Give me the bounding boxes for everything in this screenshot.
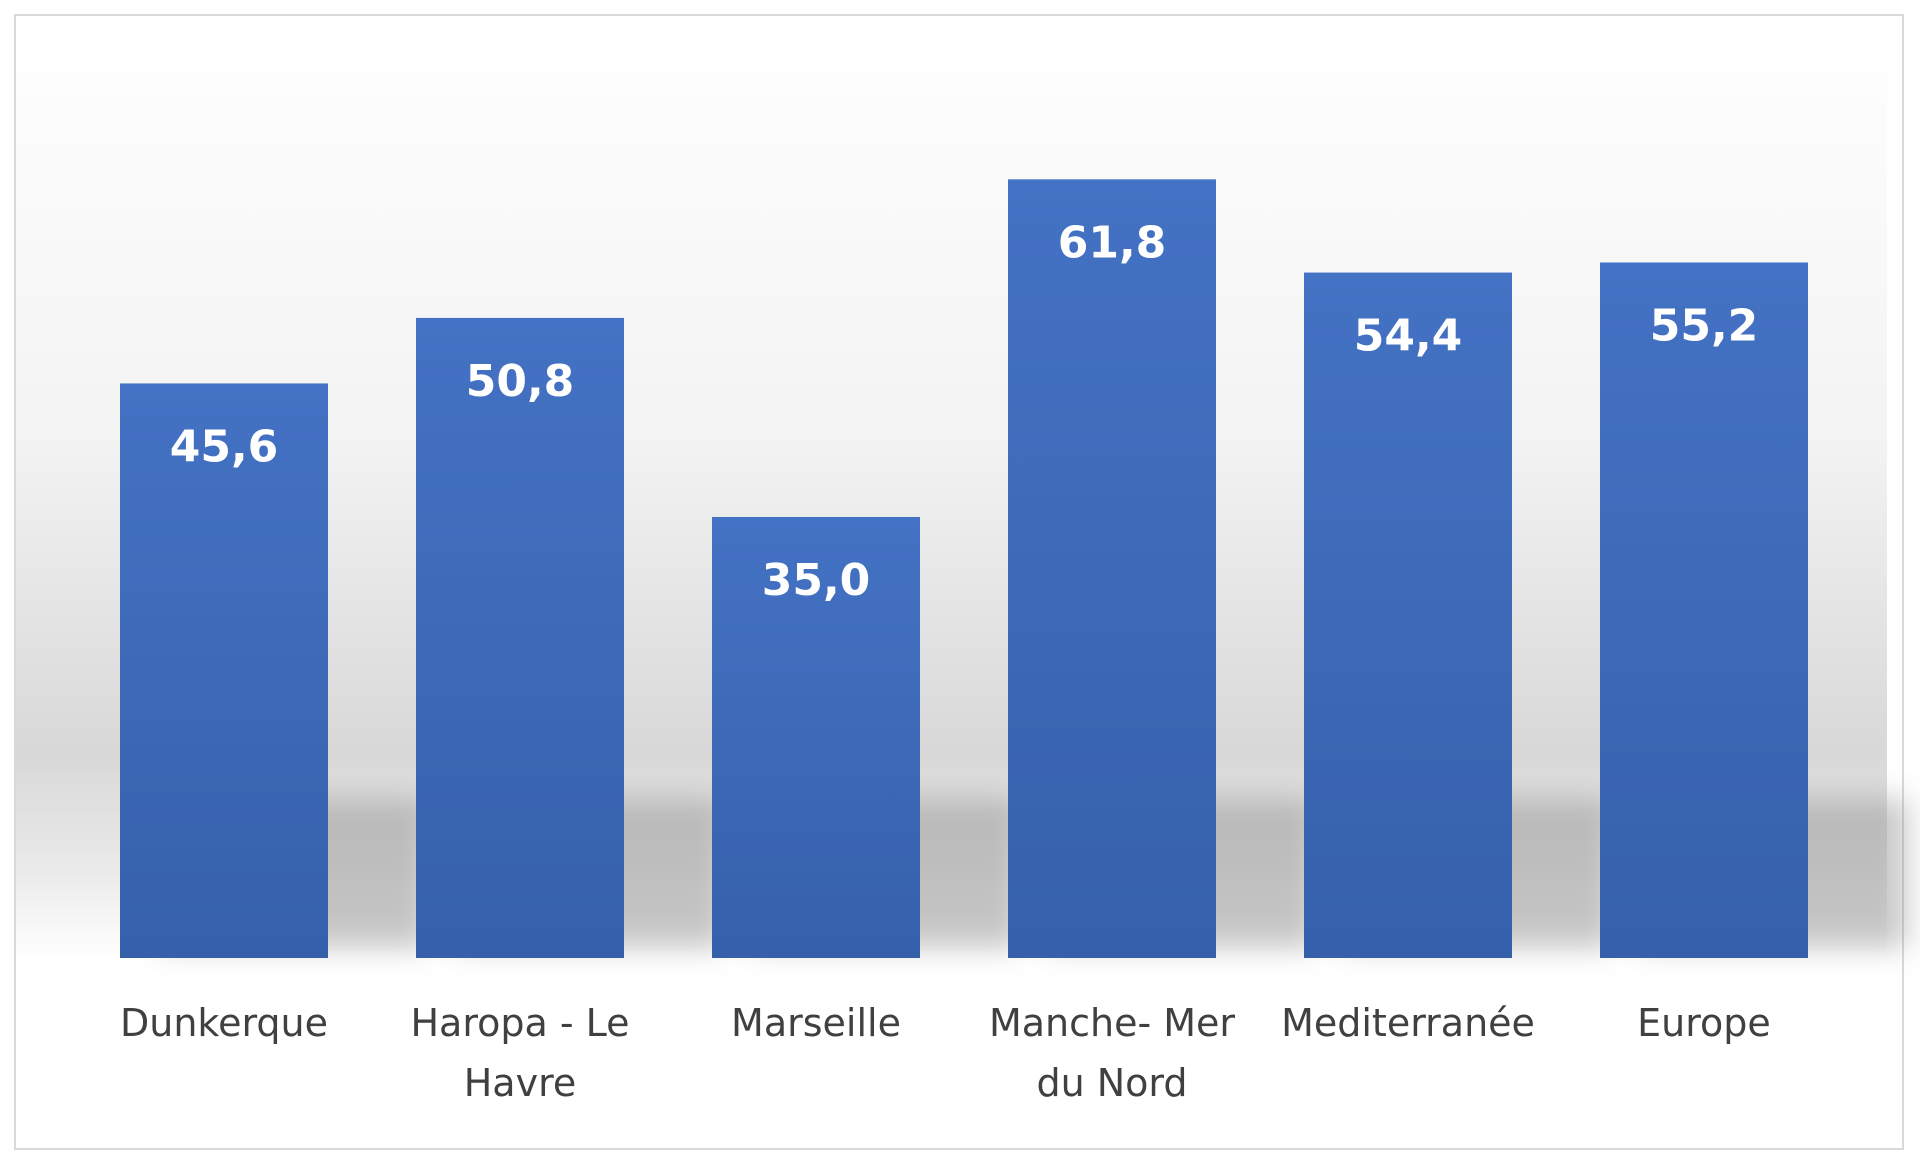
data-label: 54,4	[1354, 311, 1463, 362]
bar	[120, 383, 328, 958]
bar	[712, 517, 920, 958]
category-label: Manche- Mer du Nord	[989, 1001, 1235, 1105]
category-labels: Dunkerque Haropa - Le Havre Marseille Manche…	[120, 1001, 1771, 1105]
data-label: 50,8	[466, 356, 575, 407]
category-label: Mediterranée	[1281, 1001, 1535, 1045]
data-labels: 45,6 50,8 35,0 61,8 54,4 55,2	[170, 217, 1759, 606]
data-label: 55,2	[1650, 300, 1759, 351]
category-label: Marseille	[731, 1001, 901, 1045]
category-label: Haropa - Le Havre	[410, 1001, 629, 1105]
category-label: Dunkerque	[120, 1001, 328, 1045]
bars	[120, 179, 1808, 959]
bar	[1600, 262, 1808, 959]
data-label: 61,8	[1058, 217, 1167, 268]
bar	[1008, 179, 1216, 958]
bar	[416, 317, 624, 958]
data-label: 45,6	[170, 421, 279, 472]
data-label: 35,0	[762, 555, 871, 606]
bar	[1304, 272, 1512, 958]
category-label: Europe	[1637, 1001, 1771, 1045]
